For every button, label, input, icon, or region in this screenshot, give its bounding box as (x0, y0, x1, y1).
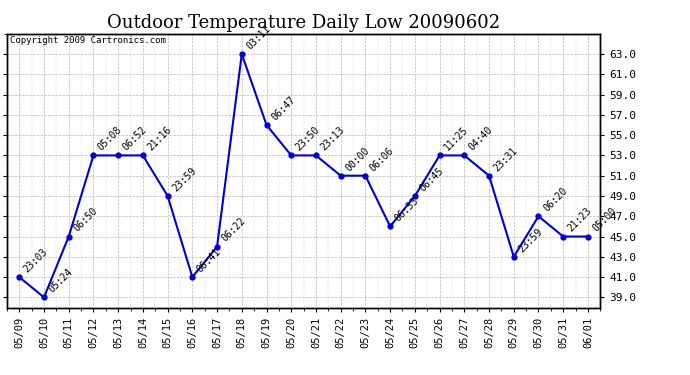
Text: 04:40: 04:40 (467, 125, 495, 153)
Text: 23:50: 23:50 (294, 125, 322, 153)
Text: 23:13: 23:13 (319, 125, 346, 153)
Text: 05:00: 05:00 (591, 206, 618, 234)
Text: 03:11: 03:11 (244, 23, 273, 51)
Title: Outdoor Temperature Daily Low 20090602: Outdoor Temperature Daily Low 20090602 (107, 14, 500, 32)
Text: 23:03: 23:03 (22, 246, 50, 274)
Text: 06:06: 06:06 (368, 145, 396, 173)
Text: 05:08: 05:08 (96, 125, 124, 153)
Text: 06:47: 06:47 (269, 94, 297, 122)
Text: 06:22: 06:22 (220, 216, 248, 244)
Text: 06:20: 06:20 (541, 186, 569, 213)
Text: Copyright 2009 Cartronics.com: Copyright 2009 Cartronics.com (10, 36, 166, 45)
Text: 06:41: 06:41 (195, 246, 223, 274)
Text: 00:00: 00:00 (344, 145, 371, 173)
Text: 23:59: 23:59 (517, 226, 544, 254)
Text: 23:59: 23:59 (170, 165, 198, 193)
Text: 05:24: 05:24 (47, 267, 75, 295)
Text: 06:52: 06:52 (121, 125, 149, 153)
Text: 21:23: 21:23 (566, 206, 594, 234)
Text: 23:31: 23:31 (492, 145, 520, 173)
Text: 06:45: 06:45 (417, 165, 446, 193)
Text: 11:25: 11:25 (442, 125, 470, 153)
Text: 21:16: 21:16 (146, 125, 173, 153)
Text: 06:33: 06:33 (393, 196, 421, 223)
Text: 06:50: 06:50 (72, 206, 99, 234)
